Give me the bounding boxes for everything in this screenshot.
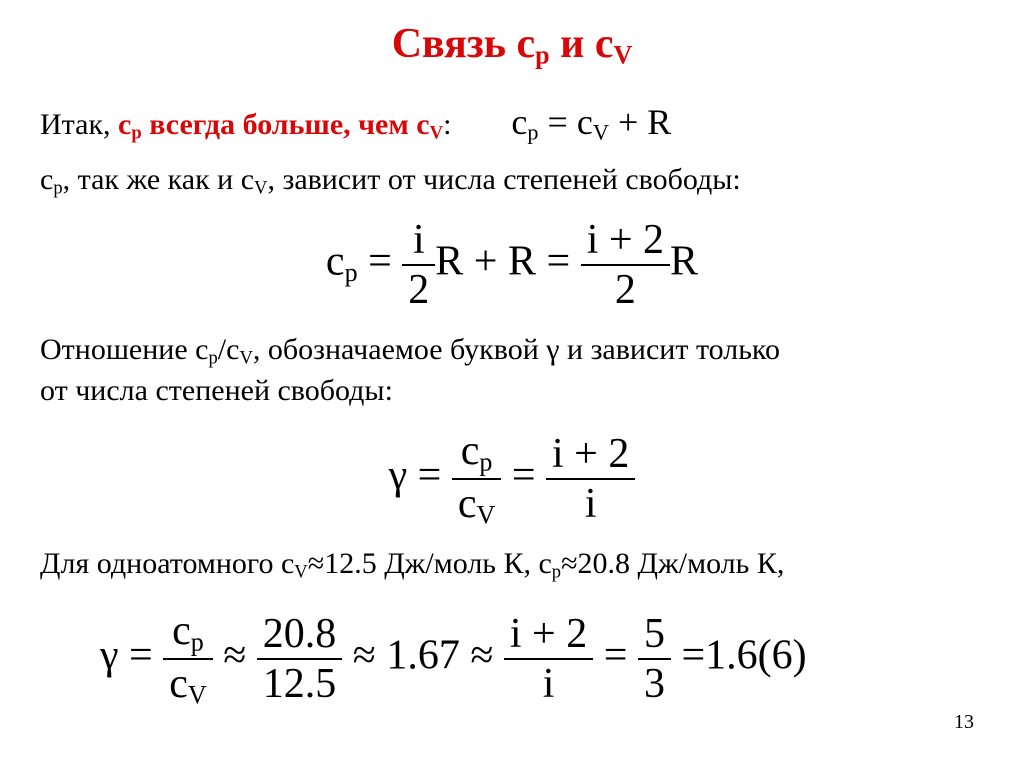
final-f2d: 12.5 bbox=[257, 660, 343, 706]
gamma-frac2: i + 2i bbox=[546, 432, 635, 526]
mayer-lhs: c bbox=[511, 102, 527, 142]
dof-a: c bbox=[40, 163, 53, 196]
mono-a-sub: V bbox=[294, 561, 307, 582]
cp-eq: = bbox=[358, 238, 403, 284]
ratio-d: от числа степеней свободы: bbox=[40, 374, 393, 407]
intro-p2: : bbox=[443, 108, 451, 141]
cp-frac2-num: i + 2 bbox=[581, 218, 670, 266]
dof-c: , зависит от числа степеней свободы: bbox=[267, 163, 740, 196]
final-frac3: i + 2i bbox=[504, 612, 593, 706]
gamma-f1n-sub: p bbox=[479, 448, 492, 477]
intro-line: Итак, cp всегда больше, чем cV: cp = cV … bbox=[40, 101, 984, 146]
final-g: γ = bbox=[100, 633, 163, 679]
cp-tail: R bbox=[670, 238, 698, 284]
final-frac2: 20.812.5 bbox=[257, 612, 343, 706]
mayer-rhs1-sub: V bbox=[593, 119, 609, 144]
slide-title: Связь cp и cV bbox=[40, 20, 984, 71]
mayer-equation: cp = cV + R bbox=[511, 101, 671, 146]
ratio-sentence: Отношение cp/cV, обозначаемое буквой γ и… bbox=[40, 330, 984, 411]
title-part2: и c bbox=[550, 21, 614, 67]
gamma-f1d: cV bbox=[452, 480, 501, 529]
final-f4n: 5 bbox=[638, 612, 671, 660]
final-f3n: i + 2 bbox=[504, 612, 593, 660]
final-f3d: i bbox=[504, 660, 593, 706]
mayer-lhs-sub: p bbox=[527, 119, 538, 144]
gamma-g: γ = bbox=[389, 453, 452, 499]
ratio-a: Отношение c bbox=[40, 333, 209, 366]
gamma-f2d: i bbox=[546, 480, 635, 526]
page-number: 13 bbox=[954, 711, 974, 734]
gamma-f1d-c: c bbox=[458, 481, 477, 527]
final-f2n: 20.8 bbox=[257, 612, 343, 660]
cp-frac2: i + 22 bbox=[581, 218, 670, 312]
intro-r2: всегда больше, чем c bbox=[142, 108, 430, 141]
final-f1n-c: c bbox=[172, 608, 191, 654]
final-equation: γ = cpcV ≈ 20.812.5 ≈ 1.67 ≈ i + 2i = 53… bbox=[40, 609, 984, 709]
title-sub-v: V bbox=[613, 41, 632, 70]
cp-lhs-sub: p bbox=[345, 258, 358, 287]
mono-a: Для одноатомного c bbox=[40, 547, 294, 580]
dof-b-sub: V bbox=[254, 178, 267, 199]
title-sub-p: p bbox=[535, 41, 549, 70]
ratio-c: , обозначаемое буквой γ и зависит только bbox=[253, 333, 780, 366]
gamma-f2n: i + 2 bbox=[546, 432, 635, 480]
gamma-f1d-sub: V bbox=[477, 500, 496, 529]
mayer-rhs2: + R bbox=[609, 102, 671, 142]
cp-equation: cp = i2R + R = i + 22R bbox=[40, 218, 984, 312]
monatomic-sentence: Для одноатомного cV≈12.5 Дж/моль К, cp≈2… bbox=[40, 547, 984, 584]
slide: Связь cp и cV Итак, cp всегда больше, че… bbox=[0, 0, 1024, 768]
mono-c: ≈20.8 Дж/моль К, bbox=[561, 547, 784, 580]
final-frac1: cpcV bbox=[163, 609, 212, 709]
intro-p1: Итак, bbox=[40, 108, 118, 141]
title-part1: Связь c bbox=[392, 21, 535, 67]
intro-r1: c bbox=[118, 108, 131, 141]
final-f1d-sub: V bbox=[188, 681, 207, 710]
gamma-frac1: cpcV bbox=[452, 429, 501, 529]
final-f1d: cV bbox=[163, 660, 212, 709]
final-frac4: 53 bbox=[638, 612, 671, 706]
cp-frac1-num: i bbox=[402, 218, 435, 266]
ratio-b: /c bbox=[218, 333, 240, 366]
dof-a-sub: p bbox=[53, 178, 62, 199]
final-ap1: ≈ bbox=[213, 633, 257, 679]
intro-r2-sub: V bbox=[430, 122, 443, 143]
cp-lhs: c bbox=[326, 238, 345, 284]
cp-frac1: i2 bbox=[402, 218, 435, 312]
gamma-eq2: = bbox=[501, 453, 546, 499]
gamma-f1n: cp bbox=[452, 429, 501, 480]
intro-text: Итак, cp всегда больше, чем cV: bbox=[40, 108, 451, 145]
cp-frac2-den: 2 bbox=[581, 266, 670, 312]
final-f4d: 3 bbox=[638, 660, 671, 706]
final-f1n-sub: p bbox=[191, 628, 204, 657]
intro-r1-sub: p bbox=[131, 122, 141, 143]
ratio-a-sub: p bbox=[209, 348, 218, 369]
mono-b-sub: p bbox=[552, 561, 561, 582]
gamma-equation: γ = cpcV = i + 2i bbox=[40, 429, 984, 529]
dof-sentence: cp, так же как и cV, зависит от числа ст… bbox=[40, 163, 984, 200]
cp-mid: R + R = bbox=[435, 238, 580, 284]
mayer-eq1: = c bbox=[539, 102, 593, 142]
final-f1n: cp bbox=[163, 609, 212, 660]
dof-b: , так же как и c bbox=[63, 163, 254, 196]
final-eq3: = bbox=[593, 633, 638, 679]
mono-b: ≈12.5 Дж/моль К, c bbox=[308, 547, 552, 580]
final-ap2: ≈ 1.67 ≈ bbox=[342, 633, 504, 679]
ratio-b-sub: V bbox=[239, 348, 252, 369]
final-tail: =1.6(6) bbox=[671, 633, 807, 679]
final-f1d-c: c bbox=[169, 661, 188, 707]
intro-red: cp всегда больше, чем cV bbox=[118, 108, 443, 141]
cp-frac1-den: 2 bbox=[402, 266, 435, 312]
gamma-f1n-c: c bbox=[461, 428, 480, 474]
